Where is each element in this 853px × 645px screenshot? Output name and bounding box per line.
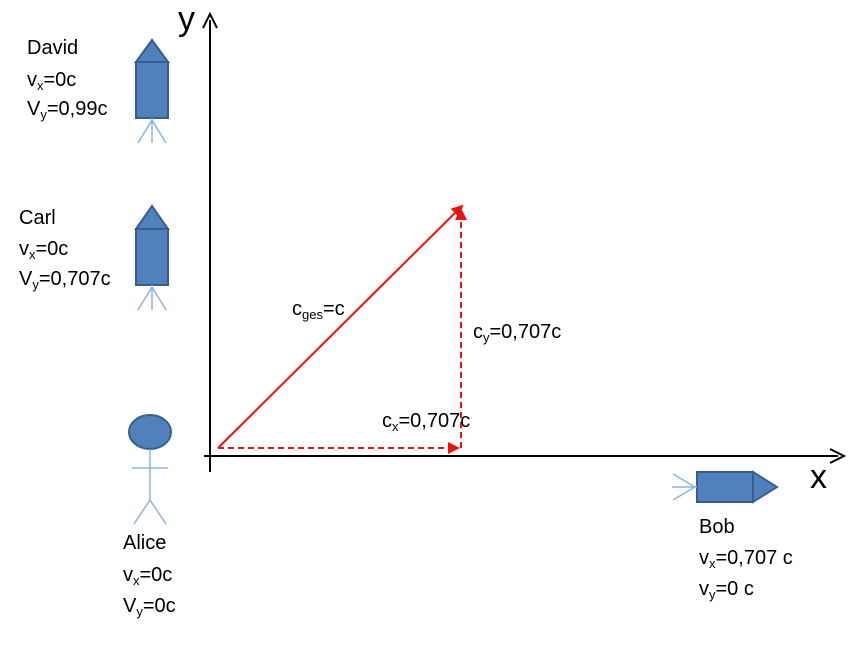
david-name: David xyxy=(27,37,79,59)
david-rocket-icon xyxy=(134,38,170,144)
velocity-vectors xyxy=(217,204,467,454)
total-velocity-label: cges=c xyxy=(292,298,345,322)
alice-vx: vx=0c xyxy=(123,564,173,588)
alice-name: Alice xyxy=(123,532,167,554)
carl-rocket-icon xyxy=(134,204,170,311)
cy-component-label: cy=0,707c xyxy=(473,321,562,345)
carl-vy: Vy=0,707c xyxy=(19,268,111,292)
y-axis-arrowhead xyxy=(202,11,218,29)
alice-stick-figure-icon xyxy=(128,414,172,525)
total-velocity-arrow xyxy=(217,204,464,449)
alice-vy: Vy=0c xyxy=(123,595,176,619)
y-axis-label: y xyxy=(178,0,195,38)
x-axis-arrowhead xyxy=(829,448,847,464)
bob-vx: vx=0,707 c xyxy=(699,547,793,571)
cx-component-label: cx=0,707c xyxy=(382,410,471,434)
bob-rocket-icon xyxy=(672,470,779,504)
coordinate-axes xyxy=(202,11,847,472)
bob-name: Bob xyxy=(699,516,735,538)
x-axis-label: x xyxy=(810,458,827,496)
david-vy: Vy=0,99c xyxy=(27,98,108,122)
david-vx: vx=0c xyxy=(27,69,77,93)
bob-vy: vy=0 c xyxy=(699,578,754,602)
carl-vx: vx=0c xyxy=(19,238,69,262)
carl-name: Carl xyxy=(19,207,56,229)
